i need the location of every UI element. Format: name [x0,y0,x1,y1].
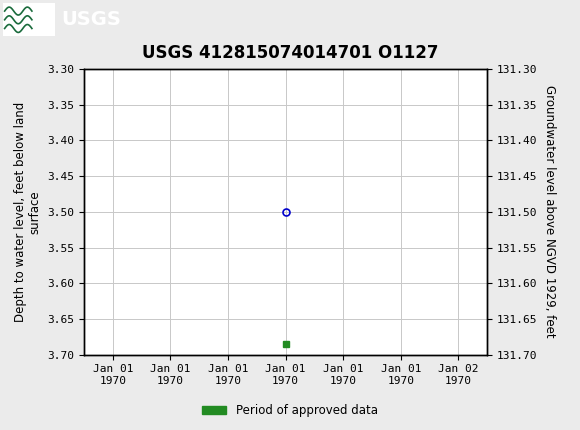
Text: USGS 412815074014701 O1127: USGS 412815074014701 O1127 [142,44,438,62]
Bar [3,3,55,37]
Y-axis label: Depth to water level, feet below land
surface: Depth to water level, feet below land su… [14,101,42,322]
Legend: Period of approved data: Period of approved data [198,399,382,422]
Text: USGS: USGS [61,10,121,29]
Y-axis label: Groundwater level above NGVD 1929, feet: Groundwater level above NGVD 1929, feet [543,86,556,338]
